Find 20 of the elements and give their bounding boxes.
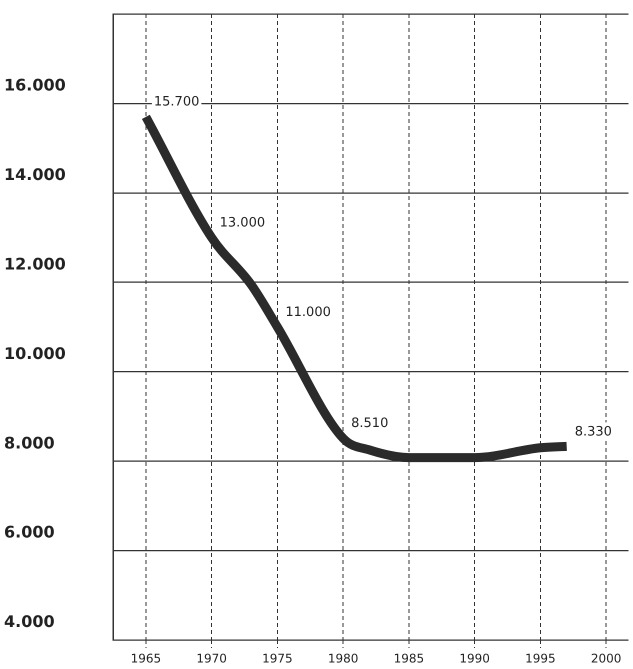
x-tick-label: 1985 [394, 651, 424, 666]
data-label: 8.510 [351, 416, 388, 432]
x-tick-label: 1990 [459, 651, 490, 666]
y-tick-label: 16.000 [4, 76, 66, 95]
x-tick-label: 1995 [525, 651, 556, 666]
y-tick-label: 12.000 [4, 254, 66, 274]
y-tick-label: 14.000 [4, 165, 66, 184]
x-tick-label: 1970 [196, 651, 227, 666]
data-label: 13.000 [220, 215, 266, 230]
y-tick-label: 6.000 [4, 522, 55, 542]
x-tick-label: 1965 [130, 651, 162, 666]
data-label: 11.000 [285, 304, 331, 320]
data-label: 8.330 [574, 424, 612, 440]
y-tick-label: 8.000 [4, 433, 55, 452]
x-tick-label: 1980 [328, 651, 358, 666]
y-tick-label: 4.000 [4, 612, 55, 632]
data-label: 15.700 [154, 94, 200, 110]
x-tick-label: 1975 [262, 651, 293, 666]
y-tick-label: 10.000 [4, 344, 66, 363]
x-tick-label: 2000 [590, 651, 622, 666]
